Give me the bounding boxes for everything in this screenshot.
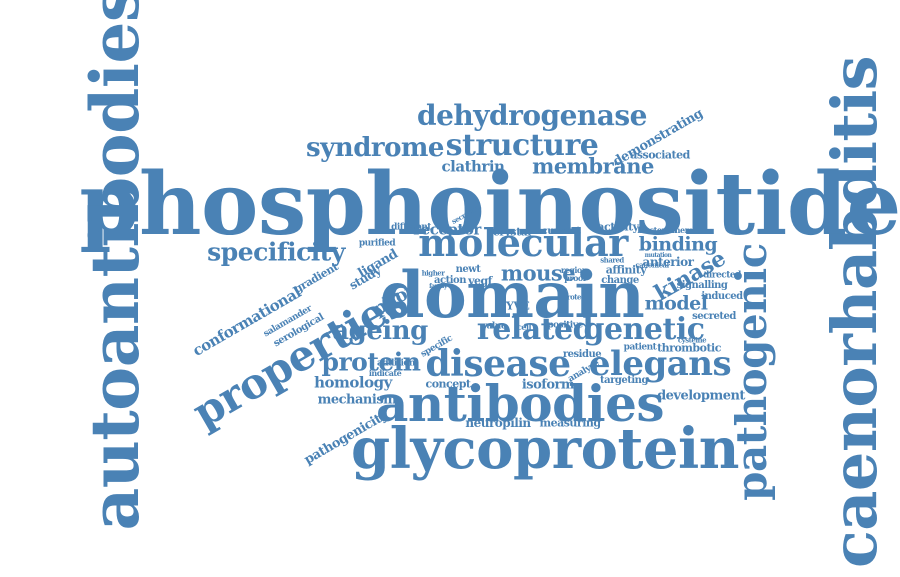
word-action: action	[434, 275, 466, 286]
word-change: change	[601, 275, 639, 286]
word-directed: directed	[703, 270, 741, 281]
word-positive: positive	[547, 320, 583, 331]
word-measuring: measuring	[539, 416, 601, 430]
word-caenorhabditis: caenorhabditis	[818, 55, 891, 569]
word-vegf: vegf	[468, 274, 492, 288]
word-secreted: secreted	[692, 311, 736, 322]
word-mechanism: mechanism	[317, 392, 397, 408]
word-higher: higher	[421, 268, 445, 278]
word-different: different	[391, 222, 431, 233]
word-specificity: specificity	[207, 237, 345, 267]
word-mutation: mutation	[644, 252, 672, 259]
word-syndrome: syndrome	[306, 133, 444, 163]
word-protect: protect	[562, 292, 588, 302]
word-binding: binding	[638, 233, 718, 256]
word-cell: cell	[516, 322, 532, 332]
word-value: value	[481, 321, 507, 332]
word-targeting: targeting	[600, 375, 648, 386]
word-family: family	[429, 283, 447, 290]
word-anterior: anterior	[642, 255, 694, 269]
word-crystal: crystal	[493, 225, 531, 239]
word-domain: domain	[379, 258, 645, 333]
word-phosphoinositide: phosphoinositide	[79, 154, 900, 255]
word-pathogenic: pathogenic	[727, 243, 776, 501]
word-homology: homology	[314, 373, 392, 392]
word-newt: newt	[455, 264, 481, 275]
word-ageing: ageing	[332, 316, 428, 346]
word-dehydrogenase: dehydrogenase	[417, 99, 648, 132]
word-region: region	[560, 265, 588, 275]
word-antibodies: antibodies	[375, 374, 665, 433]
word-signalling: signalling	[676, 280, 728, 291]
word-elegans: elegans	[588, 344, 732, 384]
word-shared: shared	[600, 255, 624, 265]
word-member: member	[672, 225, 706, 235]
word-concept: concept	[425, 377, 471, 391]
word-activity: activity	[597, 220, 639, 234]
word-indicate: indicate	[368, 368, 402, 378]
word-neuropilin: neuropilin	[465, 416, 531, 430]
word-blastemal: blastemal	[637, 225, 677, 235]
word-molecular: molecular	[418, 220, 628, 265]
word-induced: induced	[701, 291, 743, 302]
word-affinity: affinity	[605, 263, 647, 277]
word-genetic: genetic	[583, 312, 705, 347]
word-development: development	[657, 388, 745, 404]
word-clathrin: clathrin	[441, 157, 505, 176]
word-mouse: mouse	[500, 260, 576, 286]
word-associated: associated	[630, 148, 690, 162]
word-current: current	[541, 226, 581, 237]
word-isoform: isoform	[521, 377, 575, 393]
word-autoantibodies: autoantibodies	[76, 0, 154, 531]
word-canonical: canonical	[635, 260, 669, 270]
word-cysteine: cysteine	[677, 335, 707, 345]
word-membrane: membrane	[532, 153, 654, 179]
word-model: model	[644, 292, 708, 315]
word-related: related	[476, 312, 594, 347]
word-proof: proof	[564, 273, 586, 283]
word-FYVE: FYVE	[498, 299, 530, 313]
word-receptor: receptor	[413, 220, 481, 239]
word-addition: addition	[377, 358, 415, 369]
word-protein: protein	[321, 347, 421, 377]
word-structure: structure	[445, 128, 599, 163]
word-patient: patient	[623, 342, 657, 353]
word-residue: residue	[562, 349, 602, 360]
word-purified: purified	[358, 238, 396, 249]
word-thrombotic: thrombotic	[657, 341, 721, 355]
word-glycoprotein: glycoprotein	[351, 416, 739, 482]
word-disease: disease	[425, 343, 571, 385]
